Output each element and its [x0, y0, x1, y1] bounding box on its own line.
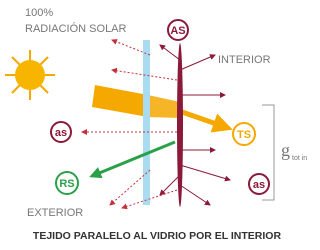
beam-through-glass [148, 95, 180, 118]
incoming-beam [92, 85, 148, 117]
sun [5, 50, 55, 100]
badge-rs: RS [59, 178, 74, 190]
caption: TEJIDO PARALELO AL VIDRIO POR EL INTERIO… [33, 230, 282, 242]
source-label: RADIACIÓN SOLAR [25, 22, 127, 35]
transmitted-arrow [182, 112, 228, 128]
g-subscript: tot in [292, 155, 307, 162]
exterior-label: EXTERIOR [27, 207, 83, 219]
badge-as-right: as [253, 179, 265, 191]
percent-label: 100% [25, 7, 53, 19]
g-symbol: g [281, 140, 290, 160]
page: AS as TS RS as 100% RADIACIÓN SOLAR INTE… [0, 0, 314, 245]
badge-as-left: as [55, 127, 67, 139]
reflected-arrow [92, 142, 175, 176]
glass [143, 40, 150, 205]
dashed-arrows [82, 40, 177, 208]
badge-as-fabric: AS [170, 25, 185, 37]
badge-ts: TS [237, 129, 251, 141]
diagram: AS as TS RS as 100% RADIACIÓN SOLAR INTE… [0, 0, 314, 245]
interior-label: INTERIOR [218, 54, 271, 66]
fabric [177, 43, 183, 207]
